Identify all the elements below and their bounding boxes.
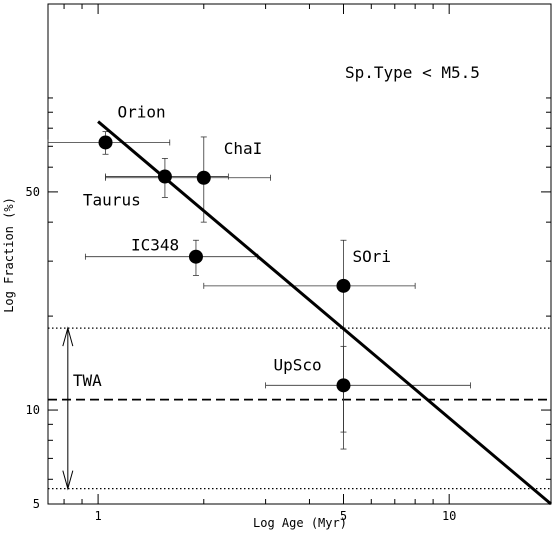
y-tick-label: 5 [33,497,40,511]
point-label: IC348 [131,236,179,255]
data-point [336,378,351,393]
data-point [336,278,351,293]
axis-ticks [48,3,551,505]
twa-arrow-up-head [62,326,74,347]
y-axis-label: Log Fraction (%) [2,197,16,313]
plot-frame [47,3,552,505]
point-label: UpSco [273,355,321,374]
data-point [157,169,172,184]
data-points [98,135,351,393]
data-point [188,249,203,264]
x-axis-label: Log Age (Myr) [253,516,347,530]
point-label: Taurus [83,191,141,210]
point-label: ChaI [224,139,263,158]
twa-band: TWA [48,326,551,491]
annotation-sptype: Sp.Type < M5.5 [345,63,480,82]
x-tick-label: 5 [340,509,347,523]
x-tick-label: 1 [94,509,101,523]
y-tick-label: 50 [26,185,40,199]
fit-line-group [97,120,552,506]
point-label: SOri [352,247,391,266]
point-label: Orion [118,102,166,121]
data-point [98,135,113,150]
twa-label: TWA [73,371,102,390]
error-bars [47,131,471,450]
fit-line [97,120,552,506]
x-tick-label: 10 [442,509,456,523]
data-point [196,170,211,185]
y-tick-label: 10 [26,403,40,417]
point-labels: Orion Taurus ChaI IC348 SOri UpSco [83,102,391,374]
twa-arrow-down-head [62,470,74,491]
